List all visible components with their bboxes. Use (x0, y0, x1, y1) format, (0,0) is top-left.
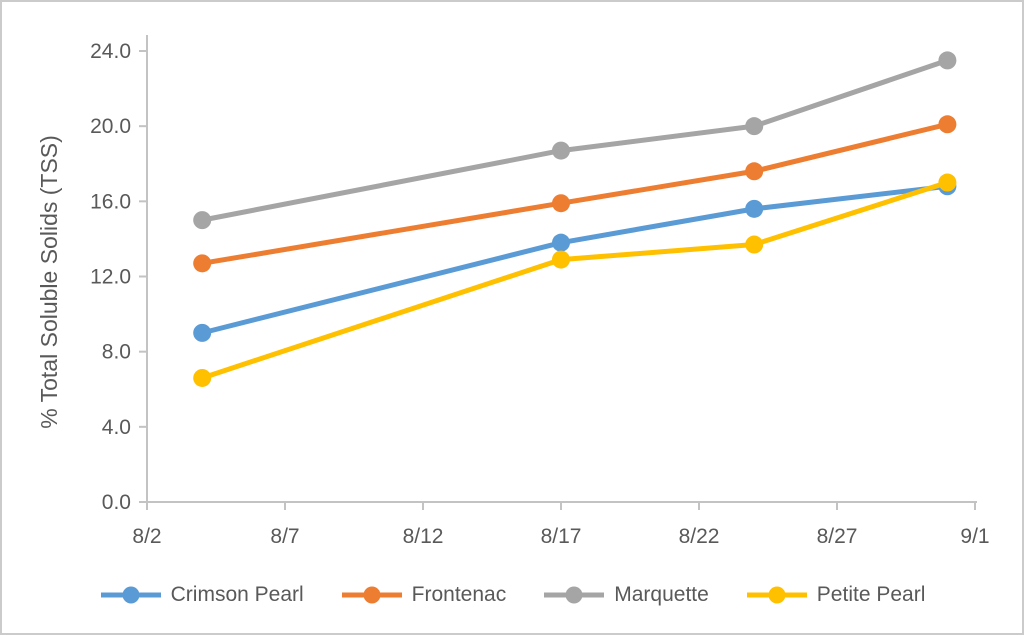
legend-label-crimson-pearl: Crimson Pearl (170, 583, 304, 606)
legend-item-frontenac: Frontenac (340, 583, 507, 607)
x-tick-label: 8/2 (132, 525, 161, 548)
legend-label-frontenac: Frontenac (411, 583, 507, 606)
legend-dot-frontenac (363, 586, 381, 604)
series-line-crimson-pearl (199, 183, 950, 336)
data-point-frontenac (938, 115, 957, 134)
y-tick-label: 12.0 (90, 266, 131, 289)
series-lines (193, 51, 957, 387)
series-line-marquette (199, 57, 950, 223)
data-point-crimson-pearl (193, 323, 212, 342)
y-tick-label: 8.0 (102, 341, 131, 364)
legend-item-petite-pearl: Petite Pearl (745, 583, 926, 607)
legend-item-crimson-pearl: Crimson Pearl (99, 583, 304, 607)
y-tick-label: 20.0 (90, 115, 131, 138)
y-tick-label: 4.0 (102, 416, 131, 439)
x-tick-label: 8/17 (541, 525, 582, 548)
y-axis-title: % Total Soluble Solids (TSS) (36, 135, 62, 429)
series-line-petite-pearl (199, 180, 950, 381)
data-point-marquette (938, 51, 957, 70)
y-tick-label: 16.0 (90, 190, 131, 213)
legend-marker-frontenac (341, 586, 402, 604)
data-point-frontenac (552, 194, 570, 213)
y-tick-label: 0.0 (102, 491, 131, 514)
data-point-petite-pearl (193, 368, 212, 387)
data-point-frontenac (193, 254, 212, 273)
x-tick-label: 8/22 (679, 525, 720, 548)
legend-dot-crimson-pearl (122, 586, 140, 604)
data-point-crimson-pearl (745, 199, 764, 218)
data-point-petite-pearl (552, 250, 570, 269)
series-line-frontenac (199, 121, 950, 266)
legend-dot-petite-pearl (768, 586, 786, 604)
series-frontenac (193, 115, 957, 273)
legend-label-petite-pearl: Petite Pearl (816, 583, 926, 606)
legend-marker-petite-pearl (746, 586, 807, 604)
data-point-marquette (552, 141, 570, 160)
series-marquette (193, 51, 957, 230)
legend-marker-crimson-pearl (100, 586, 161, 604)
legend-dot-marquette (565, 586, 583, 604)
x-tick-label: 8/12 (403, 525, 444, 548)
data-point-marquette (745, 117, 764, 136)
data-point-petite-pearl (938, 173, 957, 192)
y-tick-label: 24.0 (90, 40, 131, 63)
x-tick-label: 9/1 (960, 525, 989, 548)
legend-label-marquette: Marquette (614, 583, 709, 606)
tick-labels: 0.0 4.0 8.0 12.0 16.0 20.0 24.0 8/2 8/7 8/12 8/17 8… (90, 40, 989, 548)
legend-item-marquette: Marquette (542, 583, 709, 607)
x-tick-label: 8/27 (817, 525, 858, 548)
series-petite-pearl (193, 173, 957, 387)
legend: Crimson Pearl Frontenac Marquette Petite Pe… (2, 575, 1022, 615)
data-point-petite-pearl (745, 235, 764, 254)
axes (139, 35, 977, 510)
x-tick-label: 8/7 (270, 525, 299, 548)
data-point-marquette (193, 211, 212, 230)
data-point-crimson-pearl (552, 233, 570, 252)
data-point-frontenac (745, 162, 764, 181)
legend-marker-marquette (544, 586, 605, 604)
